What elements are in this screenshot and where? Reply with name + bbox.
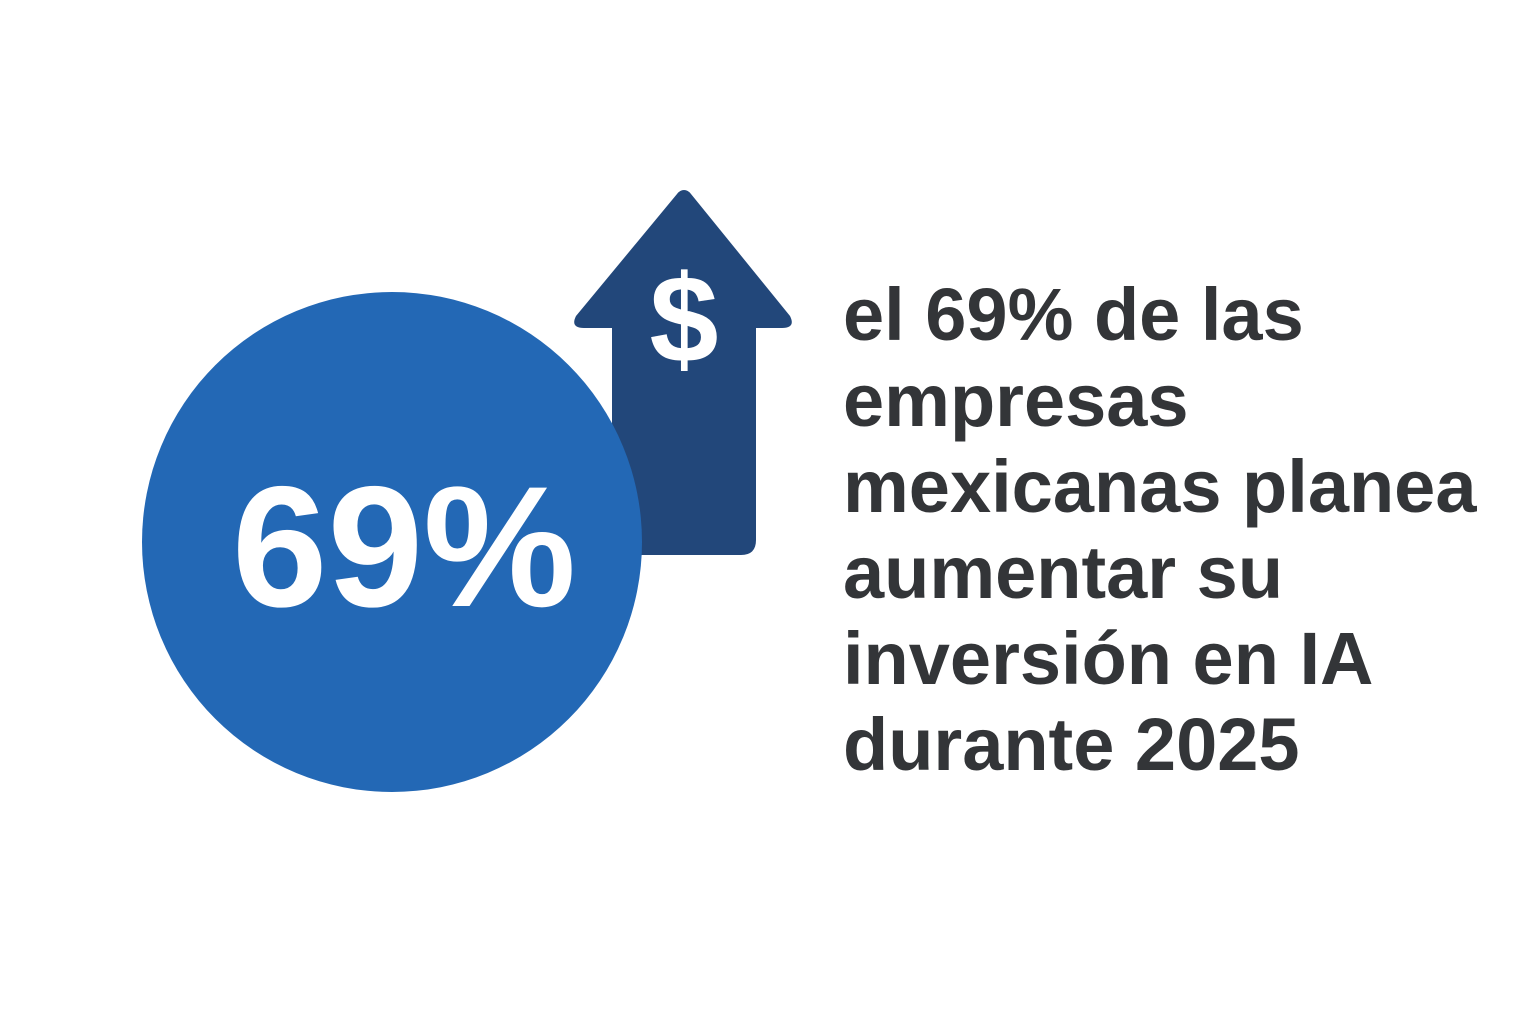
dollar-sign-icon: $ (650, 251, 719, 389)
statement-line: el 69% de las (843, 273, 1304, 356)
statement-text: el 69% de las empresas mexicanas planea … (843, 272, 1503, 788)
statement-line: empresas (843, 359, 1189, 442)
statement-line: mexicanas planea (843, 445, 1477, 528)
statement-line: aumentar su (843, 531, 1284, 614)
statement-line: durante 2025 (843, 703, 1300, 786)
statement-line: inversión en IA (843, 617, 1374, 700)
stat-value: 69% (232, 451, 576, 643)
stat-circle (142, 292, 642, 792)
